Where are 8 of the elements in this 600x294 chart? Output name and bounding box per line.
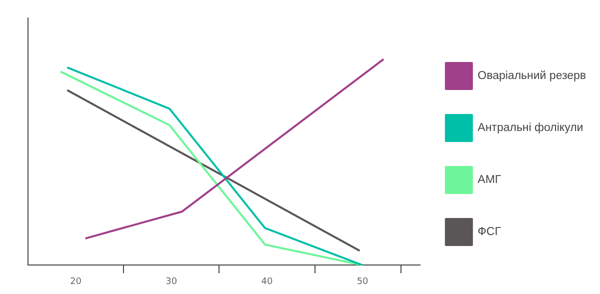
legend-label: Оваріальний резерв — [478, 70, 586, 82]
x-tick-label: 50 — [356, 276, 369, 287]
x-tick-label: 30 — [166, 276, 178, 287]
x-tick-label: 20 — [70, 276, 82, 287]
x-tick-label: 40 — [261, 276, 273, 287]
legend-label: Антральні фолікули — [478, 122, 584, 134]
legend-label: ФСГ — [478, 226, 502, 238]
legend-label: АМГ — [478, 174, 502, 186]
